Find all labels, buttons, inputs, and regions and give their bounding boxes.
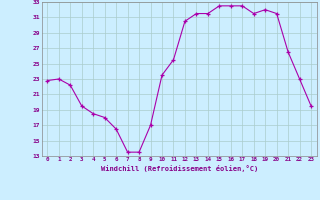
- X-axis label: Windchill (Refroidissement éolien,°C): Windchill (Refroidissement éolien,°C): [100, 165, 258, 172]
